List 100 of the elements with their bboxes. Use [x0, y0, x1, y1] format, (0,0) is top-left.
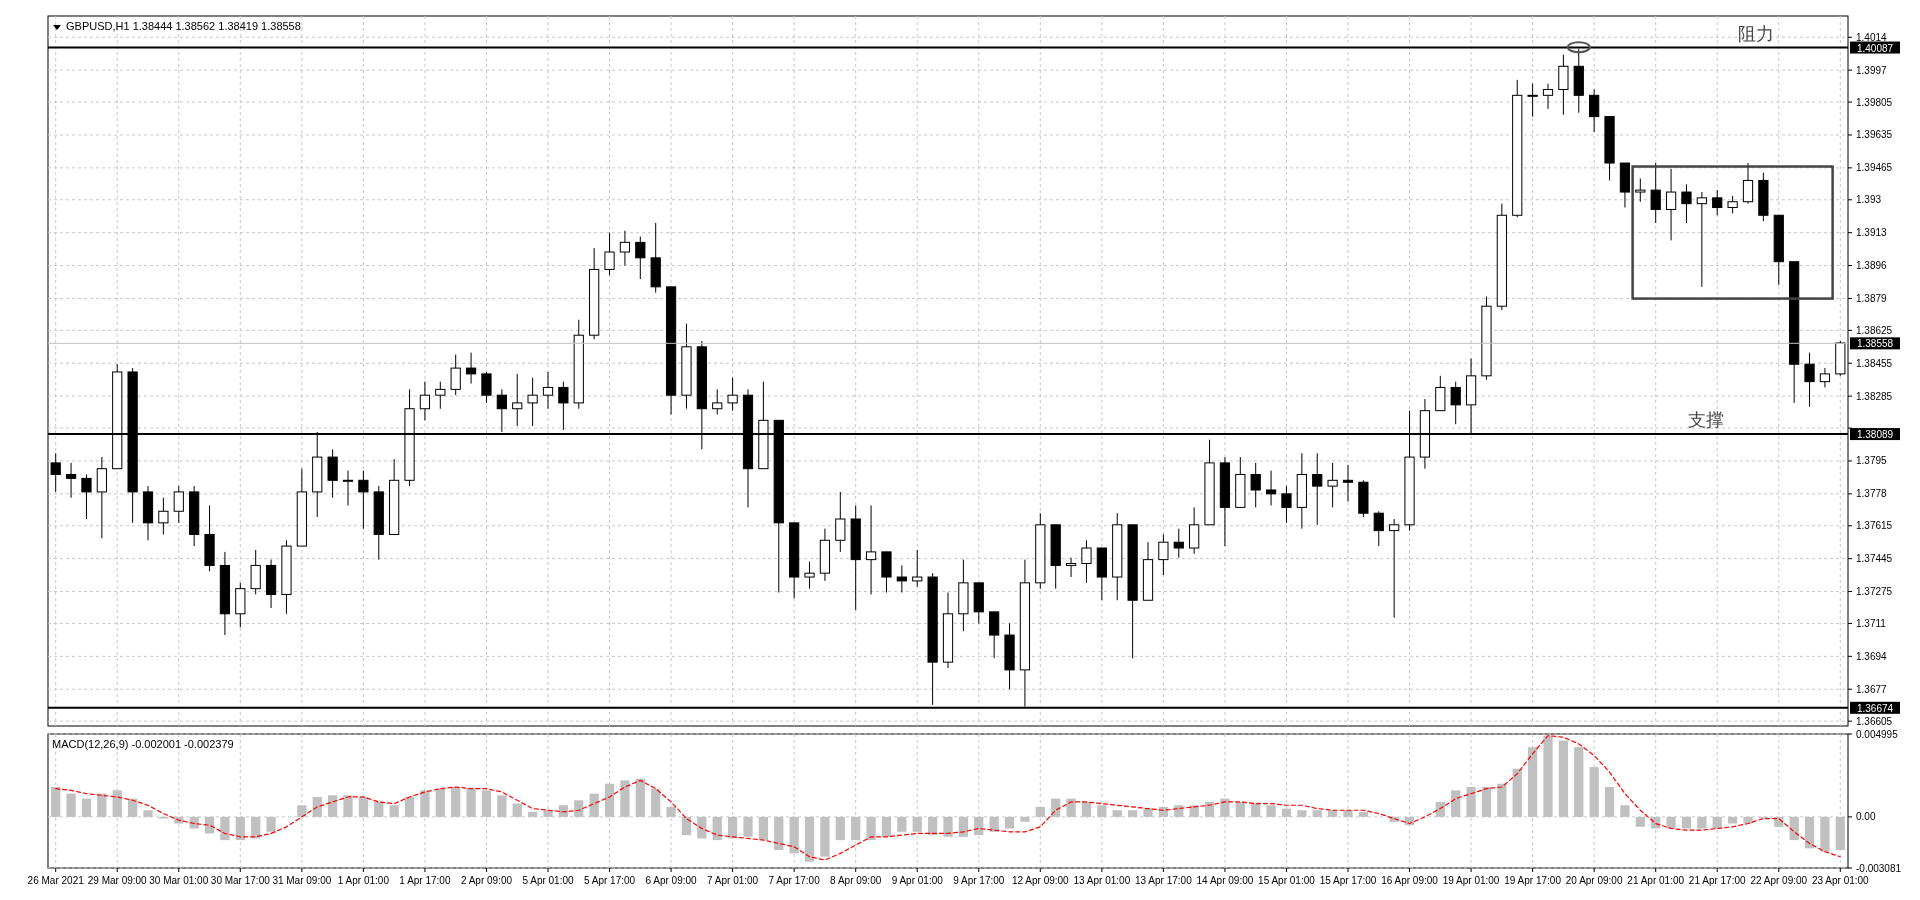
- y-tick-label: 1.39465: [1856, 162, 1893, 174]
- x-tick-label: 23 Apr 01:00: [1811, 875, 1870, 886]
- candlestick: [158, 497, 169, 535]
- ref-line-label: 1.38089: [1856, 429, 1894, 441]
- candlestick: [1558, 54, 1569, 116]
- candlestick: [1250, 462, 1261, 508]
- candlestick: [65, 462, 77, 499]
- candlestick: [912, 549, 923, 588]
- candlestick: [1342, 464, 1354, 503]
- y-tick-label: 1.3677: [1856, 683, 1888, 695]
- x-tick-label: 15 Apr 17:00: [1319, 875, 1377, 886]
- candlestick: [989, 611, 1000, 659]
- y-tick-label: 1.37615: [1856, 520, 1893, 532]
- ref-line-label: 1.36674: [1856, 702, 1894, 714]
- y-tick-label: 1.3694: [1856, 650, 1888, 662]
- y-tick-label: -0.003081: [1856, 862, 1902, 874]
- x-tick-label: 15 Apr 01:00: [1258, 875, 1316, 886]
- candlestick: [465, 352, 477, 385]
- x-tick-label: 19 Apr 01:00: [1442, 875, 1500, 886]
- candlestick: [358, 470, 369, 530]
- candlestick: [896, 564, 907, 594]
- y-tick-label: 1.3778: [1856, 488, 1888, 500]
- annotation: 支撑: [1688, 409, 1724, 431]
- x-tick-label: 13 Apr 01:00: [1073, 875, 1131, 886]
- candlestick: [1065, 557, 1077, 578]
- candlestick: [604, 232, 615, 276]
- candlestick: [81, 474, 92, 520]
- x-tick-label: 29 Mar 09:00: [87, 875, 148, 886]
- x-tick-label: 8 Apr 09:00: [830, 875, 882, 886]
- candlestick: [435, 381, 446, 410]
- candlestick: [865, 504, 877, 595]
- candlestick: [635, 236, 646, 280]
- candlestick: [1742, 162, 1754, 205]
- x-tick-label: 7 Apr 01:00: [707, 875, 759, 886]
- line-series: [55, 734, 1841, 861]
- candlestick: [527, 377, 538, 427]
- candlestick: [1527, 83, 1538, 118]
- x-tick-label: 1 Apr 17:00: [399, 875, 451, 886]
- candlestick: [1265, 470, 1277, 506]
- y-tick-label: 1.3795: [1856, 455, 1888, 467]
- candlestick: [712, 388, 723, 416]
- annotation: 阻力: [1738, 22, 1774, 44]
- candlestick: [558, 381, 569, 431]
- candlestick: [1819, 367, 1831, 388]
- y-tick-label: 1.393: [1856, 194, 1882, 206]
- candlestick: [1081, 539, 1092, 584]
- candlestick: [804, 561, 815, 590]
- candlestick: [1589, 89, 1600, 133]
- x-tick-label: 2 Apr 09:00: [460, 875, 513, 886]
- candlestick: [1712, 189, 1723, 216]
- x-tick-label: 26 Mar 2021: [27, 875, 85, 886]
- y-tick-label: 1.3879: [1856, 292, 1888, 304]
- candlestick: [50, 452, 61, 493]
- candlestick: [1281, 485, 1292, 524]
- candlestick: [1373, 510, 1384, 547]
- x-tick-label: 13 Apr 17:00: [1135, 875, 1193, 886]
- x-tick-label: 31 Mar 09:00: [272, 875, 332, 886]
- x-tick-label: 21 Apr 17:00: [1688, 875, 1747, 886]
- y-tick-label: 1.37445: [1856, 553, 1893, 565]
- ref-line-label: 1.40087: [1856, 42, 1894, 54]
- y-tick-label: 0.00: [1856, 811, 1876, 823]
- x-tick-label: 14 Apr 09:00: [1196, 875, 1254, 886]
- candlestick: [450, 354, 461, 396]
- candlestick: [1665, 168, 1677, 241]
- candlestick: [250, 549, 261, 595]
- candlestick: [1542, 83, 1554, 110]
- x-tick-label: 12 Apr 09:00: [1011, 875, 1070, 886]
- y-tick-label: 1.3711: [1856, 617, 1887, 629]
- y-tick-label: 1.38285: [1856, 390, 1893, 402]
- candlestick: [173, 485, 184, 524]
- y-tick-label: 1.3913: [1856, 227, 1888, 239]
- x-tick-label: 1 Apr 01:00: [337, 875, 390, 886]
- candlestick: [727, 377, 738, 412]
- x-tick-label: 5 Apr 01:00: [522, 875, 575, 886]
- candlestick: [619, 230, 631, 267]
- candlestick: [481, 371, 492, 404]
- x-tick-label: 30 Mar 17:00: [210, 875, 271, 886]
- y-tick-label: 1.4014: [1856, 31, 1888, 43]
- candlestick: [542, 371, 554, 410]
- candlestick: [1681, 183, 1692, 224]
- x-tick-label: 21 Apr 01:00: [1627, 875, 1685, 886]
- candlestick: [1312, 452, 1323, 526]
- x-tick-label: 6 Apr 09:00: [645, 875, 698, 886]
- y-tick-label: 1.38455: [1856, 357, 1893, 369]
- candlestick: [1450, 381, 1461, 425]
- candlestick: [1327, 462, 1338, 508]
- x-tick-label: 9 Apr 01:00: [891, 875, 944, 886]
- chart-title: GBPUSD,H1 1.38444 1.38562 1.38419 1.38558: [66, 20, 301, 32]
- y-tick-label: 0.004995: [1856, 728, 1899, 740]
- ref-line-label: 1.38558: [1856, 338, 1894, 350]
- candlestick: [1389, 518, 1400, 619]
- y-tick-label: 1.37275: [1856, 586, 1893, 598]
- candlestick: [419, 381, 431, 421]
- y-tick-label: 1.38625: [1856, 324, 1893, 336]
- candlestick: [1189, 506, 1200, 555]
- candlestick: [96, 456, 107, 539]
- y-tick-label: 1.39635: [1856, 129, 1893, 141]
- x-tick-label: 16 Apr 09:00: [1381, 875, 1439, 886]
- candlestick: [835, 491, 846, 553]
- candlestick: [1158, 533, 1169, 576]
